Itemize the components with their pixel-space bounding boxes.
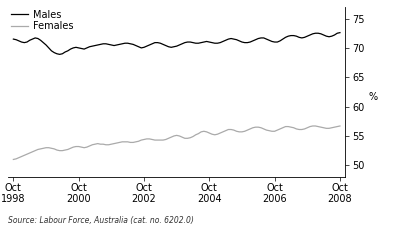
Males (11, 38, 16, 40)
Line: Females: Females (13, 126, 340, 159)
Males (44, 44, 48, 46)
Females (44, 146, 48, 149)
Males (218, 41, 223, 44)
Males (337, 31, 342, 34)
Females (231, 129, 236, 131)
Females (318, 126, 323, 128)
Males (234, 38, 239, 41)
Males (318, 32, 323, 35)
Text: Source: Labour Force, Australia (cat. no. 6202.0): Source: Labour Force, Australia (cat. no… (8, 216, 194, 225)
Females (87, 145, 92, 147)
Males (90, 45, 95, 47)
Females (11, 158, 16, 161)
Males (57, 53, 62, 56)
Females (337, 125, 342, 127)
Females (215, 133, 220, 136)
Females (310, 125, 315, 127)
Males (152, 41, 157, 44)
Y-axis label: %: % (368, 92, 378, 102)
Legend: Males, Females: Males, Females (10, 9, 75, 32)
Females (150, 138, 154, 141)
Line: Males: Males (13, 33, 340, 54)
